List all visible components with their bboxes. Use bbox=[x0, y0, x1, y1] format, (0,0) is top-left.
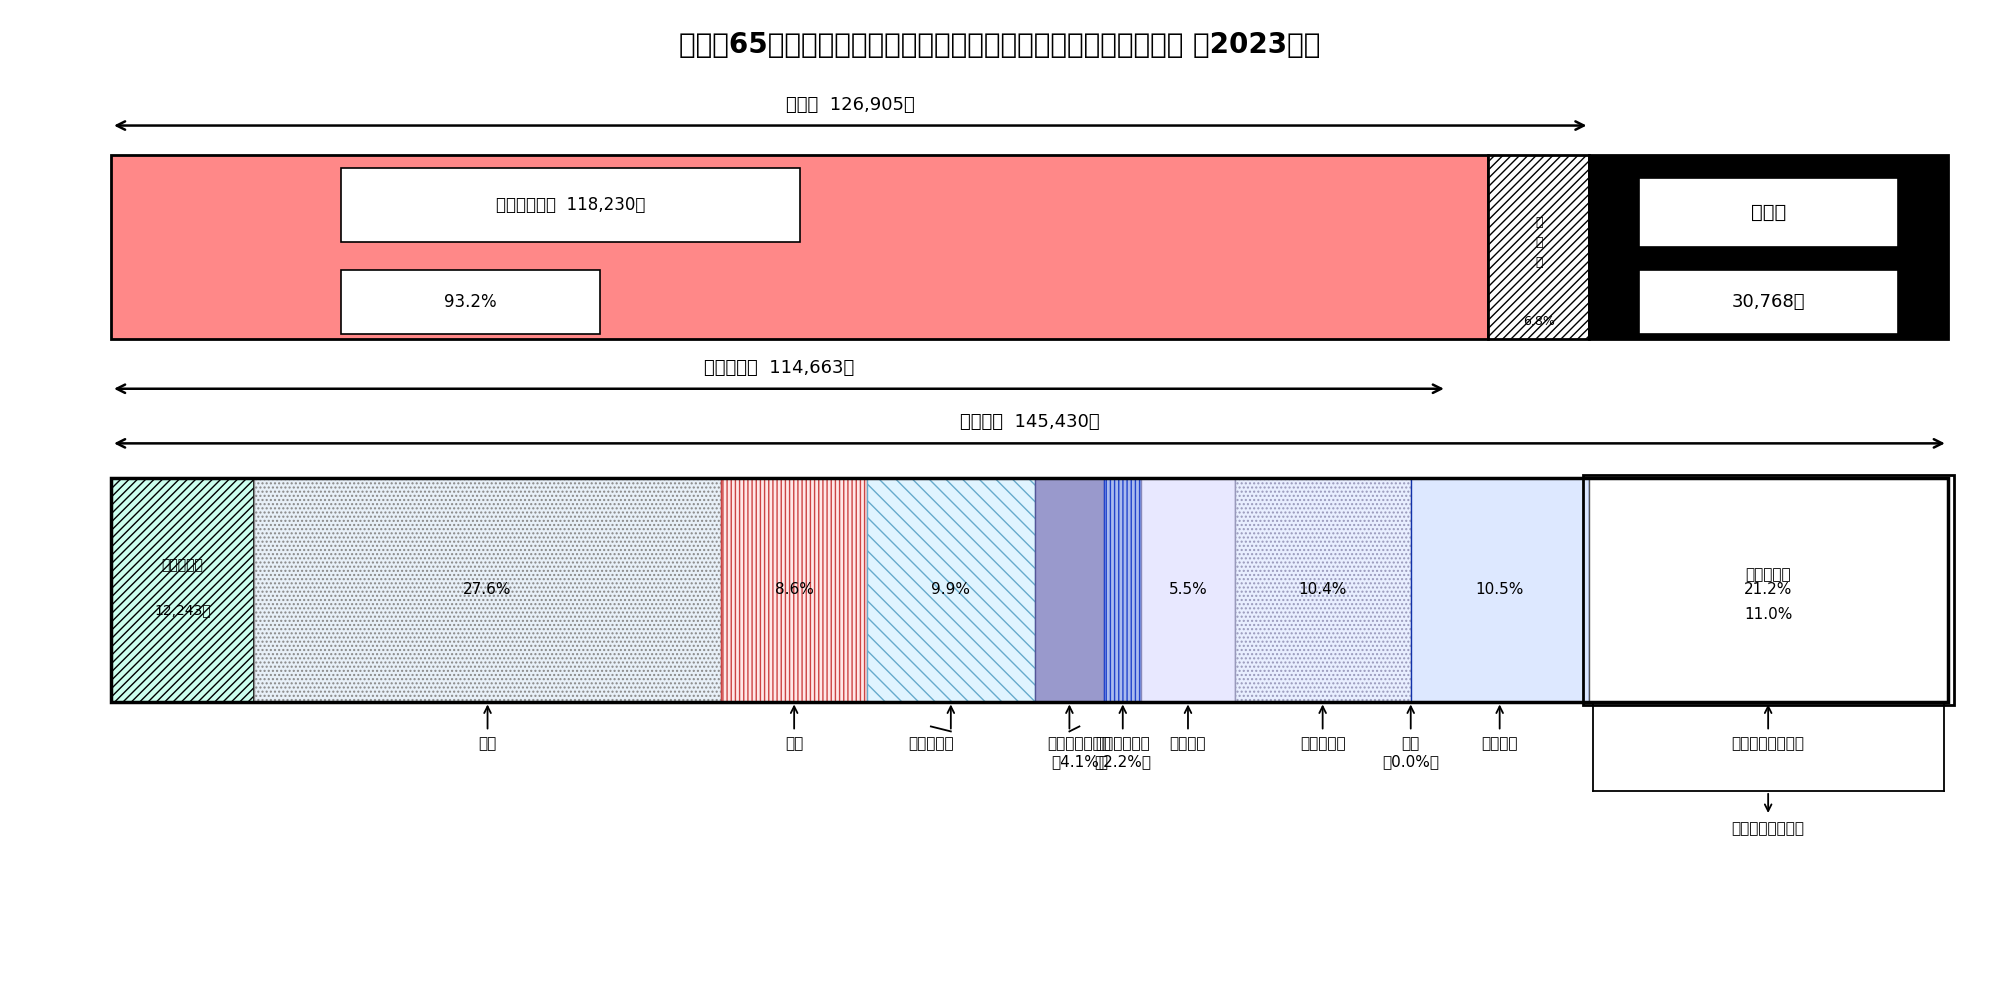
Bar bbox=[721, 478, 867, 701]
FancyBboxPatch shape bbox=[1638, 270, 1898, 334]
Text: 不足分: 不足分 bbox=[1750, 203, 1786, 222]
Text: うち交際費: うち交際費 bbox=[1744, 568, 1790, 583]
Bar bbox=[867, 478, 1035, 701]
Bar bbox=[1588, 478, 1946, 701]
Text: 5.5%: 5.5% bbox=[1169, 583, 1207, 598]
Text: 12,243円: 12,243円 bbox=[154, 603, 210, 617]
Text: 11.0%: 11.0% bbox=[1742, 608, 1792, 622]
Bar bbox=[112, 478, 254, 701]
Text: 社会保障給付  118,230円: 社会保障給付 118,230円 bbox=[496, 196, 645, 214]
FancyBboxPatch shape bbox=[1638, 177, 1898, 247]
Text: 9.9%: 9.9% bbox=[931, 583, 969, 598]
Text: の: の bbox=[1534, 236, 1542, 249]
Text: 光熱・水道: 光熱・水道 bbox=[907, 736, 953, 751]
Text: 家具・家事用品
（4.1%）: 家具・家事用品 （4.1%） bbox=[1047, 736, 1111, 769]
Text: そ: そ bbox=[1534, 216, 1542, 229]
Bar bbox=[1582, 475, 1952, 704]
FancyBboxPatch shape bbox=[340, 167, 799, 242]
Bar bbox=[112, 478, 1946, 701]
Text: 他: 他 bbox=[1534, 256, 1542, 269]
Bar bbox=[112, 155, 1489, 339]
FancyBboxPatch shape bbox=[340, 270, 599, 334]
Text: 図２　65歳以上の単身無職世帯（高齢単身無職世帯）の家計収支 －2023年－: 図２ 65歳以上の単身無職世帯（高齢単身無職世帯）の家計収支 －2023年－ bbox=[679, 31, 1319, 59]
Text: 交通・通信: 交通・通信 bbox=[1299, 736, 1345, 751]
Bar bbox=[254, 478, 721, 701]
Text: 非消費支出: 非消費支出 bbox=[162, 558, 204, 572]
Text: 消費支出  145,430円: 消費支出 145,430円 bbox=[959, 413, 1099, 431]
Text: 30,768円: 30,768円 bbox=[1730, 293, 1804, 311]
Text: 教育
（0.0%）: 教育 （0.0%） bbox=[1381, 736, 1439, 769]
Text: 10.4%: 10.4% bbox=[1299, 583, 1347, 598]
Text: 教養娯楽: 教養娯楽 bbox=[1481, 736, 1516, 751]
Text: 93.2%: 93.2% bbox=[444, 293, 498, 311]
Text: その他の消費支出: その他の消費支出 bbox=[1730, 821, 1804, 836]
Text: 実収入  126,905円: 実収入 126,905円 bbox=[785, 96, 915, 114]
Text: 保健医療: 保健医療 bbox=[1169, 736, 1205, 751]
Text: 21.2%: 21.2% bbox=[1742, 583, 1792, 598]
Text: 27.6%: 27.6% bbox=[464, 583, 511, 598]
Bar bbox=[1588, 155, 1946, 339]
Text: 6.8%: 6.8% bbox=[1522, 315, 1554, 328]
Text: 食料: 食料 bbox=[478, 736, 496, 751]
Text: 8.6%: 8.6% bbox=[775, 583, 813, 598]
Bar bbox=[1489, 155, 1588, 339]
Bar bbox=[1141, 478, 1235, 701]
Bar bbox=[1103, 478, 1141, 701]
Bar bbox=[1235, 478, 1411, 701]
Text: その他の消費支出: その他の消費支出 bbox=[1730, 736, 1804, 751]
Text: 可処分所得  114,663円: 可処分所得 114,663円 bbox=[703, 359, 853, 376]
Text: 住居: 住居 bbox=[785, 736, 803, 751]
Text: 10.5%: 10.5% bbox=[1475, 583, 1522, 598]
Bar bbox=[1411, 478, 1588, 701]
Bar bbox=[1035, 478, 1103, 701]
Text: 被服及び履物
（2.2%）: 被服及び履物 （2.2%） bbox=[1093, 736, 1151, 769]
